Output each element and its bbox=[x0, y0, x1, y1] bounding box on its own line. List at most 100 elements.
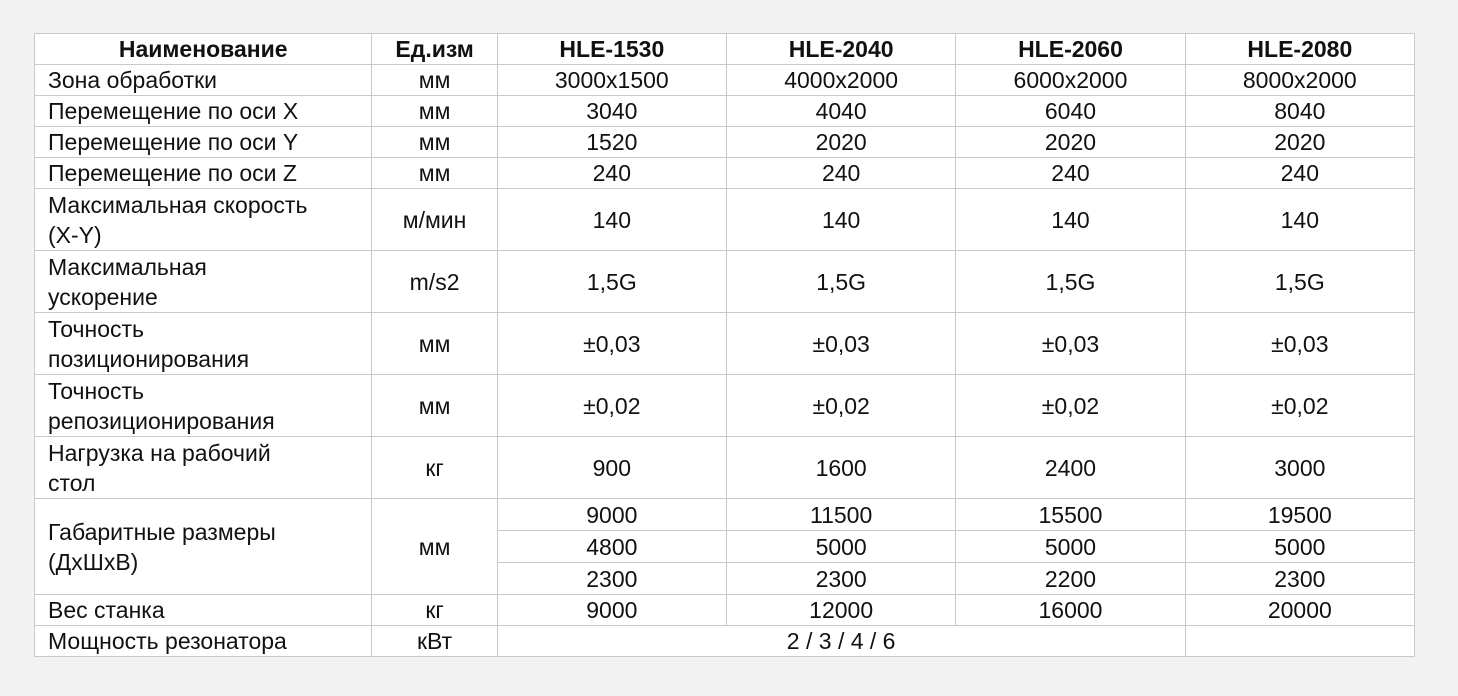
table-cell: 6040 bbox=[955, 95, 1186, 127]
table-cell: 2200 bbox=[955, 562, 1186, 595]
table-cell: 4800 bbox=[496, 530, 727, 563]
table-row: Габаритные размеры (ДхШхВ) мм 9000 11500… bbox=[33, 498, 1416, 595]
table-cell: 140 bbox=[725, 188, 957, 251]
table-cell: 2300 bbox=[725, 562, 957, 595]
row-label-line: Максимальная скорость bbox=[48, 191, 308, 218]
table-cell: 4000x2000 bbox=[725, 64, 957, 96]
table-cell: 3000x1500 bbox=[496, 64, 727, 96]
row-label: Габаритные размеры (ДхШхВ) bbox=[33, 498, 373, 595]
table-cell: 12000 bbox=[725, 594, 957, 626]
table-row: Перемещение по оси Y мм 1520 2020 2020 2… bbox=[33, 126, 1416, 158]
row-unit: мм bbox=[371, 374, 498, 437]
table-cell: 140 bbox=[1184, 188, 1416, 251]
row-unit: мм bbox=[371, 64, 498, 96]
table-cell: 19500 bbox=[1184, 498, 1416, 531]
column-header-model: HLE-2080 bbox=[1184, 33, 1416, 65]
row-label: Перемещение по оси Z bbox=[33, 157, 373, 189]
table-cell: 240 bbox=[955, 157, 1186, 189]
row-unit: мм bbox=[371, 126, 498, 158]
table-cell: ±0,03 bbox=[725, 312, 957, 375]
table-cell: 1520 bbox=[496, 126, 727, 158]
table-cell: 140 bbox=[955, 188, 1186, 251]
table-cell: 900 bbox=[496, 436, 727, 499]
row-label: Перемещение по оси X bbox=[33, 95, 373, 127]
table-cell: 8040 bbox=[1184, 95, 1416, 127]
row-label-line: Максимальная bbox=[48, 253, 207, 280]
row-label-line: (X-Y) bbox=[48, 221, 102, 248]
row-unit: мм bbox=[371, 312, 498, 375]
header-row: Наименование Ед.изм HLE-1530 HLE-2040 HL… bbox=[33, 33, 1416, 65]
table-row: Перемещение по оси Z мм 240 240 240 240 bbox=[33, 157, 1416, 189]
specifications-table: Наименование Ед.изм HLE-1530 HLE-2040 HL… bbox=[33, 33, 1416, 657]
row-unit: m/s2 bbox=[371, 250, 498, 313]
table-cell: 240 bbox=[1184, 157, 1416, 189]
table-cell: 5000 bbox=[955, 530, 1186, 563]
table-cell: 2020 bbox=[955, 126, 1186, 158]
table-cell: 5000 bbox=[1184, 530, 1416, 563]
table-cell: ±0,02 bbox=[725, 374, 957, 437]
row-label-line: Нагрузка на рабочий bbox=[48, 439, 271, 466]
table-row: Зона обработки мм 3000x1500 4000x2000 60… bbox=[33, 64, 1416, 96]
table-cell: 3000 bbox=[1184, 436, 1416, 499]
table-cell: 2 / 3 / 4 / 6 bbox=[496, 625, 1186, 657]
table-row: Максимальная скорость (X-Y) м/мин 140 14… bbox=[33, 188, 1416, 251]
table-cell: 16000 bbox=[955, 594, 1186, 626]
table-row: Перемещение по оси X мм 3040 4040 6040 8… bbox=[33, 95, 1416, 127]
table-cell: 4040 bbox=[725, 95, 957, 127]
table-cell: 2300 bbox=[496, 562, 727, 595]
table-cell: 1,5G bbox=[1184, 250, 1416, 313]
table-cell: ±0,03 bbox=[496, 312, 727, 375]
column-header-model: HLE-1530 bbox=[496, 33, 727, 65]
table-row: Точность позиционирования мм ±0,03 ±0,03… bbox=[33, 312, 1416, 375]
table-cell: 1,5G bbox=[725, 250, 957, 313]
row-label: Максимальная скорость (X-Y) bbox=[33, 188, 373, 251]
table-cell: 20000 bbox=[1184, 594, 1416, 626]
table-cell: 240 bbox=[496, 157, 727, 189]
table-cell-empty bbox=[1184, 625, 1416, 657]
row-unit: мм bbox=[371, 157, 498, 189]
row-unit: мм bbox=[371, 95, 498, 127]
row-label: Зона обработки bbox=[33, 64, 373, 96]
row-label: Вес станка bbox=[33, 594, 373, 626]
table-cell: 5000 bbox=[725, 530, 957, 563]
row-label-line: Габаритные размеры bbox=[48, 518, 276, 545]
row-label: Максимальная ускорение bbox=[33, 250, 373, 313]
table-cell: 11500 bbox=[725, 498, 957, 531]
row-label-line: стол bbox=[48, 469, 96, 496]
column-header-model: HLE-2040 bbox=[725, 33, 957, 65]
row-label-line: позиционирования bbox=[48, 345, 250, 372]
column-header-model: HLE-2060 bbox=[955, 33, 1186, 65]
row-label: Точность позиционирования bbox=[33, 312, 373, 375]
row-unit: кг bbox=[371, 594, 498, 626]
table-cell: 2400 bbox=[955, 436, 1186, 499]
table-cell: 240 bbox=[725, 157, 957, 189]
table-cell: ±0,03 bbox=[1184, 312, 1416, 375]
row-label-line: ускорение bbox=[48, 283, 158, 310]
table-row: Максимальная ускорение m/s2 1,5G 1,5G 1,… bbox=[33, 250, 1416, 313]
table-cell: 2020 bbox=[1184, 126, 1416, 158]
table-cell: ±0,02 bbox=[1184, 374, 1416, 437]
table-cell: 2300 bbox=[1184, 562, 1416, 595]
row-label-line: Точность bbox=[48, 315, 145, 342]
table-cell: 1600 bbox=[725, 436, 957, 499]
row-unit: м/мин bbox=[371, 188, 498, 251]
table-cell: 8000x2000 bbox=[1184, 64, 1416, 96]
table-cell: ±0,03 bbox=[955, 312, 1186, 375]
table-cell: ±0,02 bbox=[955, 374, 1186, 437]
row-label-line: (ДхШхВ) bbox=[48, 548, 139, 575]
table-row: Вес станка кг 9000 12000 16000 20000 bbox=[33, 594, 1416, 626]
row-label-line: репозиционирования bbox=[48, 407, 275, 434]
table-cell: 140 bbox=[496, 188, 727, 251]
column-header-name: Наименование bbox=[33, 33, 373, 65]
row-unit: кг bbox=[371, 436, 498, 499]
table-row: Точность репозиционирования мм ±0,02 ±0,… bbox=[33, 374, 1416, 437]
row-unit: кВт bbox=[371, 625, 498, 657]
table-row: Нагрузка на рабочий стол кг 900 1600 240… bbox=[33, 436, 1416, 499]
row-label: Точность репозиционирования bbox=[33, 374, 373, 437]
table-cell: 6000x2000 bbox=[955, 64, 1186, 96]
table-cell: 3040 bbox=[496, 95, 727, 127]
table-cell: 2020 bbox=[725, 126, 957, 158]
row-label: Мощность резонатора bbox=[33, 625, 373, 657]
column-header-unit: Ед.изм bbox=[371, 33, 498, 65]
row-unit: мм bbox=[371, 498, 498, 595]
